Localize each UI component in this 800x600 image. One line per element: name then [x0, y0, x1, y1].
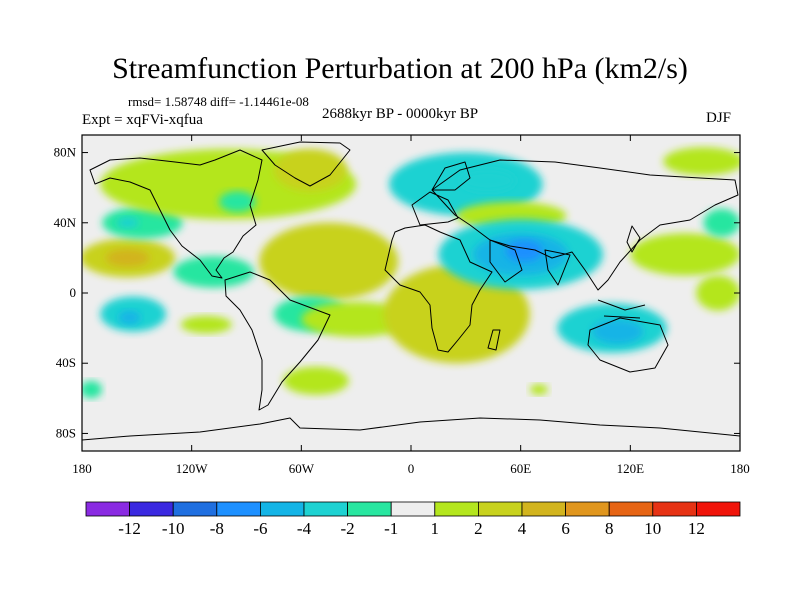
- x-tick-label: 0: [408, 461, 415, 476]
- y-tick-label: 80S: [56, 425, 76, 440]
- anomaly-region: [259, 222, 399, 301]
- anomaly-fill-layer: [82, 147, 740, 399]
- colorbar-swatch: [477, 501, 523, 517]
- experiment-label: Expt = xqFVi-xqfua: [82, 112, 203, 128]
- colorbar-swatch: [259, 501, 305, 517]
- colorbar-label: -1: [384, 519, 398, 538]
- colorbar-swatch: [303, 501, 348, 517]
- coastline-japan: [626, 225, 641, 253]
- coastline-australia: [587, 317, 669, 373]
- coastline-scandinavia: [431, 161, 471, 191]
- y-tick-label: 0: [70, 285, 77, 300]
- anomaly-region: [82, 380, 103, 399]
- y-tick-label: 80N: [54, 145, 77, 160]
- colorbar-label: 1: [431, 519, 440, 538]
- coastline-north-america: [89, 149, 263, 279]
- anomaly-region: [301, 301, 411, 337]
- anomaly-region: [506, 240, 543, 262]
- coastline-arabia: [489, 239, 523, 283]
- anomaly-region: [105, 249, 150, 267]
- coastline-layer: [82, 141, 740, 441]
- colorbar-label: -2: [341, 519, 355, 538]
- map-axes: 180 120W 60W 0 60E 120E 180 80N 40N 0 40S 80S: [54, 135, 750, 476]
- season-label: DJF: [706, 110, 732, 126]
- colorbar-label: -8: [210, 519, 224, 538]
- anomaly-region: [116, 217, 139, 229]
- colorbar-label: -4: [297, 519, 312, 538]
- colorbar-label: 8: [605, 519, 614, 538]
- rmsd-diff-stats: rmsd= 1.58748 diff= -1.14461e-08: [128, 94, 309, 109]
- coastline-indonesia: [597, 299, 646, 319]
- colorbar-swatch: [565, 501, 610, 517]
- y-tick-label: 40N: [54, 215, 77, 230]
- colorbar-swatch: [434, 501, 479, 517]
- anomaly-region: [283, 366, 349, 395]
- colorbar-swatch: [521, 501, 566, 517]
- y-tick-label: 40S: [56, 355, 76, 370]
- colorbar-swatch: [347, 501, 392, 517]
- colorbar-label: -12: [118, 519, 141, 538]
- coastline-south-america: [224, 271, 331, 411]
- coastline-antarctica: [82, 417, 740, 441]
- coastline-africa-eurasia: [384, 159, 739, 353]
- anomaly-region: [663, 147, 740, 176]
- x-tick-label: 180: [730, 461, 750, 476]
- anomaly-region: [630, 233, 740, 276]
- colorbar-swatch: [652, 501, 697, 517]
- anomaly-region: [591, 319, 644, 344]
- colorbar-swatch: [216, 501, 261, 517]
- colorbar-swatch: [390, 501, 436, 517]
- x-tick-label: 120E: [617, 461, 645, 476]
- anomaly-region: [696, 275, 740, 311]
- colorbar-swatch: [696, 501, 741, 517]
- coastline-india: [544, 249, 571, 286]
- period-label: 2688kyr BP - 0000kyr BP: [322, 106, 479, 122]
- coastline-greenland: [261, 141, 351, 187]
- anomaly-region: [173, 256, 254, 288]
- anomaly-region: [273, 149, 348, 192]
- anomaly-region: [460, 170, 516, 192]
- chart-title: Streamfunction Perturbation at 200 hPa (…: [112, 52, 688, 85]
- x-tick-label: 60W: [289, 461, 315, 476]
- colorbar-label: 12: [688, 519, 705, 538]
- anomaly-region: [219, 191, 256, 213]
- colorbar: -12 -10 -8 -6 -4 -2 -1 1 2 4 6 8 10 12: [85, 501, 741, 538]
- anomaly-region: [703, 208, 740, 237]
- colorbar-swatch: [129, 501, 174, 517]
- colorbar-label: 4: [518, 519, 527, 538]
- colorbar-swatch: [85, 501, 130, 517]
- colorbar-swatch: [172, 501, 218, 517]
- x-tick-label: 60E: [510, 461, 531, 476]
- colorbar-label: 2: [474, 519, 483, 538]
- anomaly-region: [180, 315, 232, 334]
- anomaly-region: [529, 384, 549, 395]
- colorbar-label: -6: [253, 519, 267, 538]
- colorbar-swatch: [608, 501, 654, 517]
- colorbar-label: -10: [162, 519, 185, 538]
- anomaly-region: [383, 264, 530, 364]
- x-tick-label: 180: [72, 461, 92, 476]
- x-tick-label: 120W: [176, 461, 209, 476]
- colorbar-label: 10: [644, 519, 661, 538]
- anomaly-region: [118, 310, 141, 325]
- colorbar-label: 6: [561, 519, 570, 538]
- coastline-madagascar: [487, 329, 501, 351]
